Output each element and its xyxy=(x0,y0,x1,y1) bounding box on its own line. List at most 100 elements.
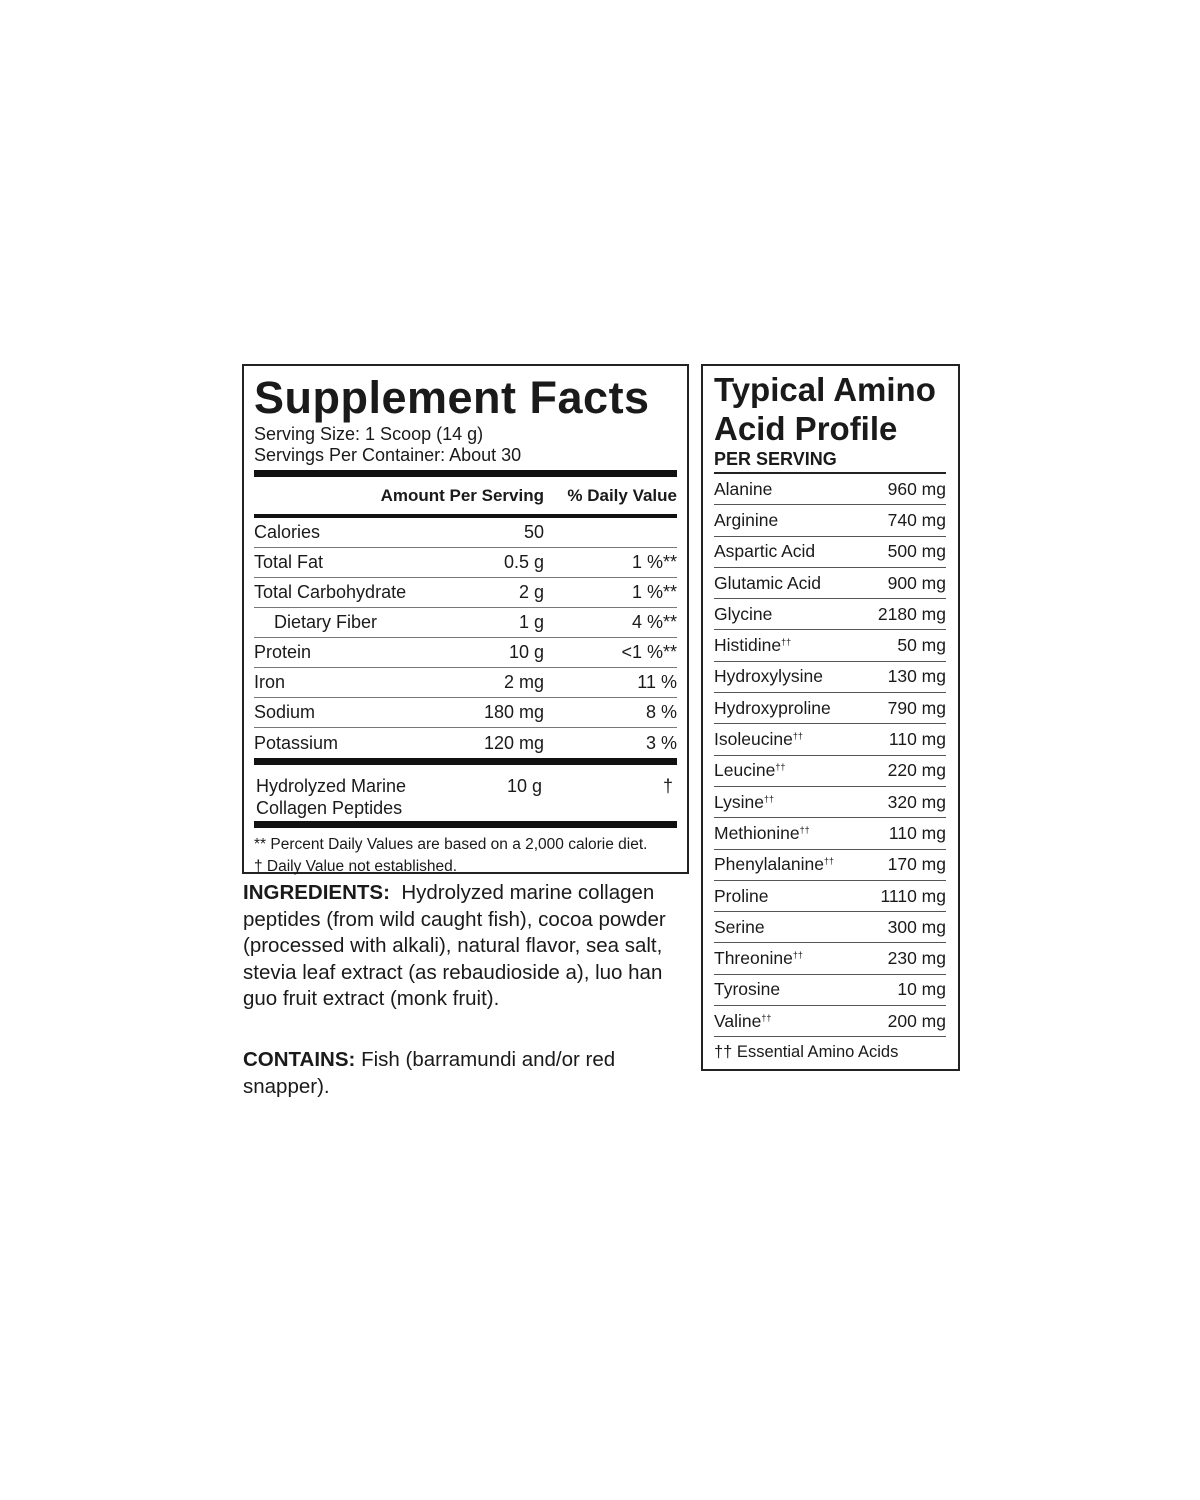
amino-rows: Alanine 960 mg Arginine 740 mg Aspartic Acid… xyxy=(714,474,946,1038)
nutrient-name: Iron xyxy=(254,672,286,692)
nutrient-row: Total Carbohydrate 2 g 1 %** xyxy=(254,578,677,608)
amino-name: Aspartic Acid xyxy=(714,541,816,562)
amino-name: Leucine xyxy=(714,760,776,781)
amino-name-cell: Threonine†† xyxy=(714,948,803,969)
amino-row: Proline 1110 mg xyxy=(714,881,946,913)
amino-amount: 170 mg xyxy=(887,854,946,875)
amino-amount: 740 mg xyxy=(887,509,946,530)
amino-name: Serine xyxy=(714,916,765,937)
amino-amount: 50 mg xyxy=(897,635,946,656)
amino-name: Lysine xyxy=(714,791,764,812)
nutrient-amount: 180 mg xyxy=(483,702,544,722)
amino-name-cell: Alanine xyxy=(714,479,772,500)
essential-mark: †† xyxy=(823,856,834,867)
ingredients-text: Hydrolyzed marine collagen peptides (fro… xyxy=(243,881,666,1010)
amino-amount: 200 mg xyxy=(887,1010,946,1031)
contains-label: CONTAINS: xyxy=(243,1048,356,1071)
amino-title-line2: Acid Profile xyxy=(714,410,898,447)
amino-amount: 300 mg xyxy=(887,916,946,937)
nutrient-row: Dietary Fiber 1 g 4 %** xyxy=(254,608,677,638)
amino-row: Methionine†† 110 mg xyxy=(714,818,946,850)
amino-footnote: †† Essential Amino Acids xyxy=(714,1043,899,1062)
nutrient-row: Total Fat 0.5 g 1 %** xyxy=(254,548,677,578)
amino-name-cell: Glycine xyxy=(714,604,772,625)
amino-name: Glycine xyxy=(714,603,773,624)
amino-amount: 500 mg xyxy=(887,541,946,562)
essential-mark: †† xyxy=(763,793,774,804)
nutrient-amount: 2 mg xyxy=(503,672,544,692)
ingredients: INGREDIENTS: Hydrolyzed marine collagen … xyxy=(243,880,688,1013)
amino-row: Threonine†† 230 mg xyxy=(714,943,946,975)
amino-amount: 2180 mg xyxy=(877,603,946,624)
divider xyxy=(254,470,677,477)
nutrient-dv: 4 %** xyxy=(631,612,677,632)
collagen-amount: 10 g xyxy=(506,776,542,796)
essential-mark: †† xyxy=(781,637,792,648)
amino-amount: 960 mg xyxy=(887,478,946,499)
collagen-name: Hydrolyzed Marine xyxy=(256,776,407,796)
amino-amount: 220 mg xyxy=(887,760,946,781)
amino-row: Lysine†† 320 mg xyxy=(714,787,946,819)
amino-name: Hydroxylysine xyxy=(714,666,823,687)
amino-name: Phenylalanine xyxy=(714,854,824,875)
amino-row: Serine 300 mg xyxy=(714,912,946,944)
amino-amount: 230 mg xyxy=(887,948,946,969)
nutrient-row: Protein 10 g <1 %** xyxy=(254,638,677,668)
ingredients-label: INGREDIENTS: xyxy=(243,881,390,904)
amino-row: Leucine†† 220 mg xyxy=(714,756,946,787)
nutrient-amount: 2 g xyxy=(518,582,544,602)
nutrient-row: Iron 2 mg 11 % xyxy=(254,668,677,698)
amino-amount: 900 mg xyxy=(887,572,946,593)
amino-row: Isoleucine†† 110 mg xyxy=(714,724,946,756)
nutrient-dv: 8 % xyxy=(645,702,677,722)
amino-name-cell: Arginine xyxy=(714,510,778,531)
nutrient-amount: 1 g xyxy=(518,612,544,632)
amino-acid-panel: Typical Amino Acid Profile PER SERVING A… xyxy=(701,364,960,1071)
contains: CONTAINS: Fish (barramundi and/or red sn… xyxy=(243,1047,688,1100)
amino-name-cell: Hydroxyproline xyxy=(714,698,831,719)
collagen-dv: † xyxy=(662,776,673,796)
collagen-name-line2: Collagen Peptides xyxy=(256,798,403,818)
essential-mark: †† xyxy=(792,731,803,742)
serving-size: Serving Size: 1 Scoop (14 g) xyxy=(254,424,484,444)
column-header: Amount Per Serving % Daily Value xyxy=(254,477,677,514)
amino-name: Threonine xyxy=(714,948,793,969)
amino-row: Hydroxyproline 790 mg xyxy=(714,693,946,725)
amino-name: Proline xyxy=(714,885,769,906)
footnote-dv: ** Percent Daily Values are based on a 2… xyxy=(254,836,648,853)
amino-name-cell: Valine†† xyxy=(714,1011,771,1032)
servings-per-container: Servings Per Container: About 30 xyxy=(254,445,522,465)
amino-amount: 790 mg xyxy=(887,697,946,718)
nutrient-dv: <1 %** xyxy=(621,642,677,662)
nutrient-amount: 120 mg xyxy=(483,732,544,753)
essential-mark: †† xyxy=(761,1012,772,1023)
nutrient-name: Protein xyxy=(254,642,312,662)
nutrient-name: Dietary Fiber xyxy=(274,612,378,632)
amino-name: Methionine xyxy=(714,822,800,843)
amino-amount: 130 mg xyxy=(887,666,946,687)
amino-name-cell: Proline xyxy=(714,886,768,907)
collagen-row: Hydrolyzed Marine Collagen Peptides 10 g … xyxy=(254,765,677,821)
amino-name-cell: Tyrosine xyxy=(714,979,780,1000)
nutrient-row: Potassium 120 mg 3 % xyxy=(254,728,677,758)
amino-name: Hydroxyproline xyxy=(714,697,831,718)
amino-name: Isoleucine xyxy=(714,729,793,750)
nutrient-amount: 10 g xyxy=(508,642,544,662)
amino-name-cell: Histidine†† xyxy=(714,635,791,656)
amino-row: Hydroxylysine 130 mg xyxy=(714,662,946,694)
amino-amount: 110 mg xyxy=(888,729,946,750)
amino-row: Arginine 740 mg xyxy=(714,505,946,537)
nutrient-dv: 1 %** xyxy=(631,582,677,602)
nutrient-name: Calories xyxy=(254,522,321,542)
nutrient-dv: 1 %** xyxy=(631,552,677,572)
amino-amount: 320 mg xyxy=(887,791,946,812)
divider xyxy=(254,758,677,765)
nutrient-row: Calories 50 xyxy=(254,518,677,548)
nutrient-dv: 3 % xyxy=(645,732,677,753)
divider xyxy=(254,821,677,828)
amino-name: Tyrosine xyxy=(714,979,781,1000)
amino-subtitle: PER SERVING xyxy=(714,448,946,474)
amino-amount: 10 mg xyxy=(897,979,946,1000)
footnote-dagger: † Daily Value not established. xyxy=(254,858,458,875)
nutrient-name: Total Carbohydrate xyxy=(254,582,407,602)
